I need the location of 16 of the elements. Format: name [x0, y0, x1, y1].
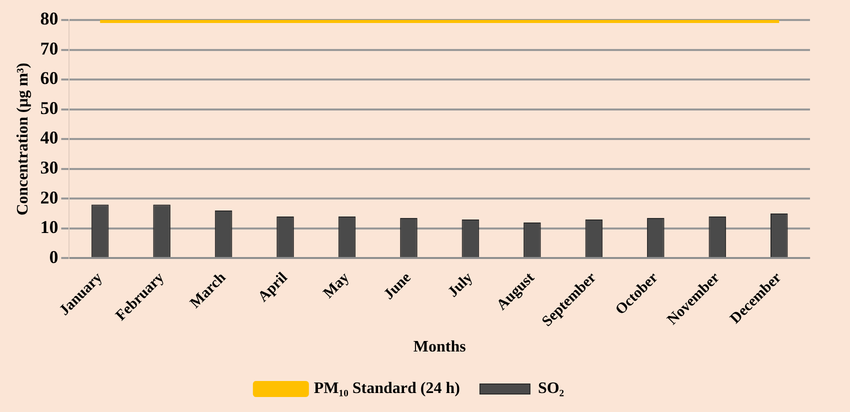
- y-tick-label: 60: [40, 68, 58, 88]
- x-tick-label: July: [445, 269, 476, 301]
- x-tick-label: June: [381, 270, 415, 303]
- y-axis-title: Concentration (µg m³): [14, 62, 32, 216]
- y-tick-label: 40: [40, 128, 58, 148]
- y-tick-label: 20: [40, 187, 58, 208]
- y-tick-label: 80: [40, 8, 58, 29]
- legend-label: PM₁₀ Standard (24 h): [314, 380, 460, 398]
- x-axis-title: Months: [413, 338, 466, 356]
- legend-label: SO₂: [538, 380, 564, 398]
- y-tick-label: 10: [40, 217, 58, 238]
- y-tick-label: 70: [40, 38, 58, 58]
- x-tick-label: May: [320, 269, 353, 302]
- y-tick-label: 50: [40, 98, 58, 118]
- y-tick-label: 30: [40, 158, 58, 178]
- y-tick-label: 0: [49, 246, 58, 267]
